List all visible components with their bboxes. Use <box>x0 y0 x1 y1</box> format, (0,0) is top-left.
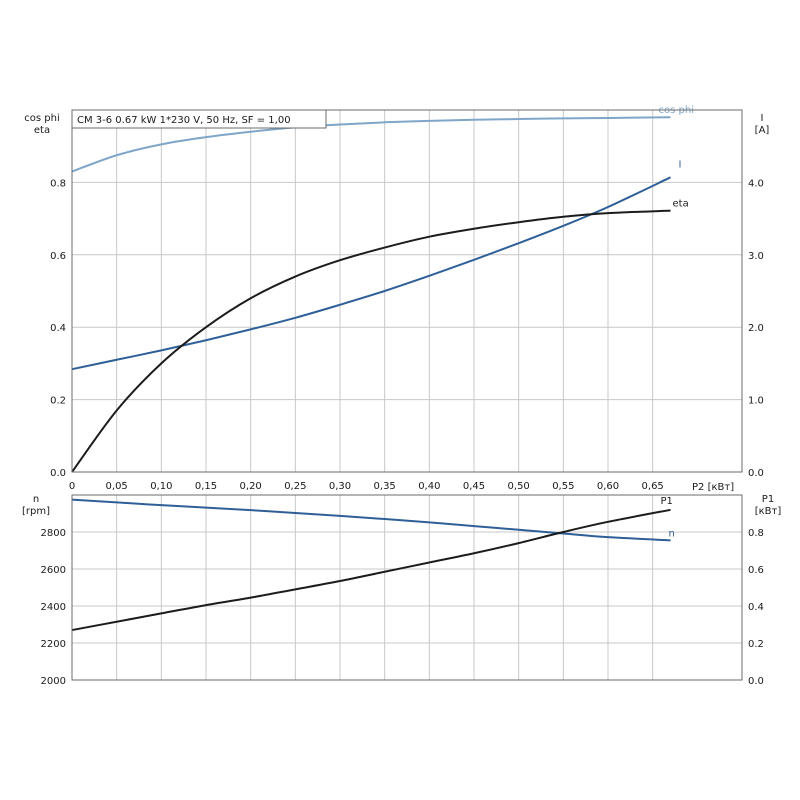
bottom-left-axis-label-line1: n <box>33 494 39 505</box>
right-tick-label: 0.2 <box>748 639 764 650</box>
x-tick-label: 0 <box>69 481 75 492</box>
chart-title: CM 3-6 0.67 kW 1*230 V, 50 Hz, SF = 1,00 <box>77 115 291 126</box>
top-left-axis-label-line2: eta <box>34 125 50 136</box>
x-tick-label: 0,10 <box>150 481 172 492</box>
left-tick-label: 2400 <box>41 602 66 613</box>
right-tick-label: 0.8 <box>748 528 764 539</box>
top-grid <box>72 110 742 472</box>
series-label-n: n <box>669 528 675 539</box>
right-tick-label: 0.0 <box>748 468 764 479</box>
left-tick-label: 0.4 <box>50 323 66 334</box>
x-tick-label: 0,20 <box>240 481 262 492</box>
x-tick-label: 0,55 <box>552 481 574 492</box>
x-tick-label: 0,45 <box>463 481 485 492</box>
series-label-cos-phi: cos phi <box>659 105 694 116</box>
right-tick-label: 0.6 <box>748 565 764 576</box>
top-right-axis-label-line1: I <box>761 113 764 124</box>
x-tick-label: 0,60 <box>597 481 619 492</box>
chart-title-box: CM 3-6 0.67 kW 1*230 V, 50 Hz, SF = 1,00 <box>71 109 327 129</box>
x-tick-label: 0,35 <box>374 481 396 492</box>
bottom-right-axis-label-line2: [кВт] <box>755 506 782 517</box>
bottom-right-axis-ticks: 0.0 0.2 0.4 0.6 0.8 <box>748 528 764 687</box>
series-line-p1 <box>71 508 671 632</box>
bottom-left-axis-ticks: 2000 2200 2400 2600 2800 <box>41 528 66 687</box>
series-line-i <box>71 176 671 371</box>
series-label-eta: eta <box>673 199 689 210</box>
right-tick-label: 1.0 <box>748 396 764 407</box>
series-label-p1: P1 <box>661 496 673 507</box>
bottom-plot-frame <box>71 494 743 681</box>
right-tick-label: 0.0 <box>748 676 764 687</box>
right-tick-label: 4.0 <box>748 178 764 189</box>
top-left-axis-label-line1: cos phi <box>24 113 59 124</box>
top-plot-frame <box>71 109 743 473</box>
bottom-grid <box>72 495 742 680</box>
x-tick-label: 0,25 <box>284 481 306 492</box>
right-tick-label: 2.0 <box>748 323 764 334</box>
left-tick-label: 2800 <box>41 528 66 539</box>
series-label-i: I <box>679 159 682 170</box>
top-left-axis-ticks: 0.0 0.2 0.4 0.6 0.8 <box>50 178 66 479</box>
bottom-left-axis-label-line2: [rpm] <box>22 506 50 517</box>
x-tick-label: 0,50 <box>508 481 530 492</box>
x-tick-label: 0,40 <box>418 481 440 492</box>
chart-title-frame <box>71 109 327 129</box>
left-tick-label: 0.0 <box>50 468 66 479</box>
x-axis-label: P2 [кВт] <box>692 482 734 493</box>
left-tick-label: 2200 <box>41 639 66 650</box>
x-tick-label: 0,05 <box>106 481 128 492</box>
right-tick-label: 3.0 <box>748 251 764 262</box>
left-tick-label: 2000 <box>41 676 66 687</box>
x-tick-label: 0,15 <box>195 481 217 492</box>
series-line-cos-phi <box>71 116 671 173</box>
left-tick-label: 0.6 <box>50 251 66 262</box>
top-x-axis-ticks: 0 0,05 0,10 0,15 0,20 0,25 0,30 0,35 0,40 0,45 0,5… <box>69 481 664 492</box>
top-right-axis-label-line2: [A] <box>755 125 770 136</box>
left-tick-label: 0.8 <box>50 178 66 189</box>
top-right-axis-ticks: 0.0 1.0 2.0 3.0 4.0 <box>748 178 764 479</box>
bottom-curves: n P1 <box>71 496 675 632</box>
right-tick-label: 0.4 <box>748 602 764 613</box>
x-tick-label: 0,30 <box>329 481 351 492</box>
series-line-eta <box>71 209 671 473</box>
bottom-chart-panel: n P1 2000 2200 2400 2600 2800 0.0 0.2 0.4 0.6 0.8… <box>22 494 781 687</box>
bottom-right-axis-label-line1: P1 <box>762 494 774 505</box>
left-tick-label: 0.2 <box>50 396 66 407</box>
x-tick-label: 0,65 <box>642 481 664 492</box>
left-tick-label: 2600 <box>41 565 66 576</box>
